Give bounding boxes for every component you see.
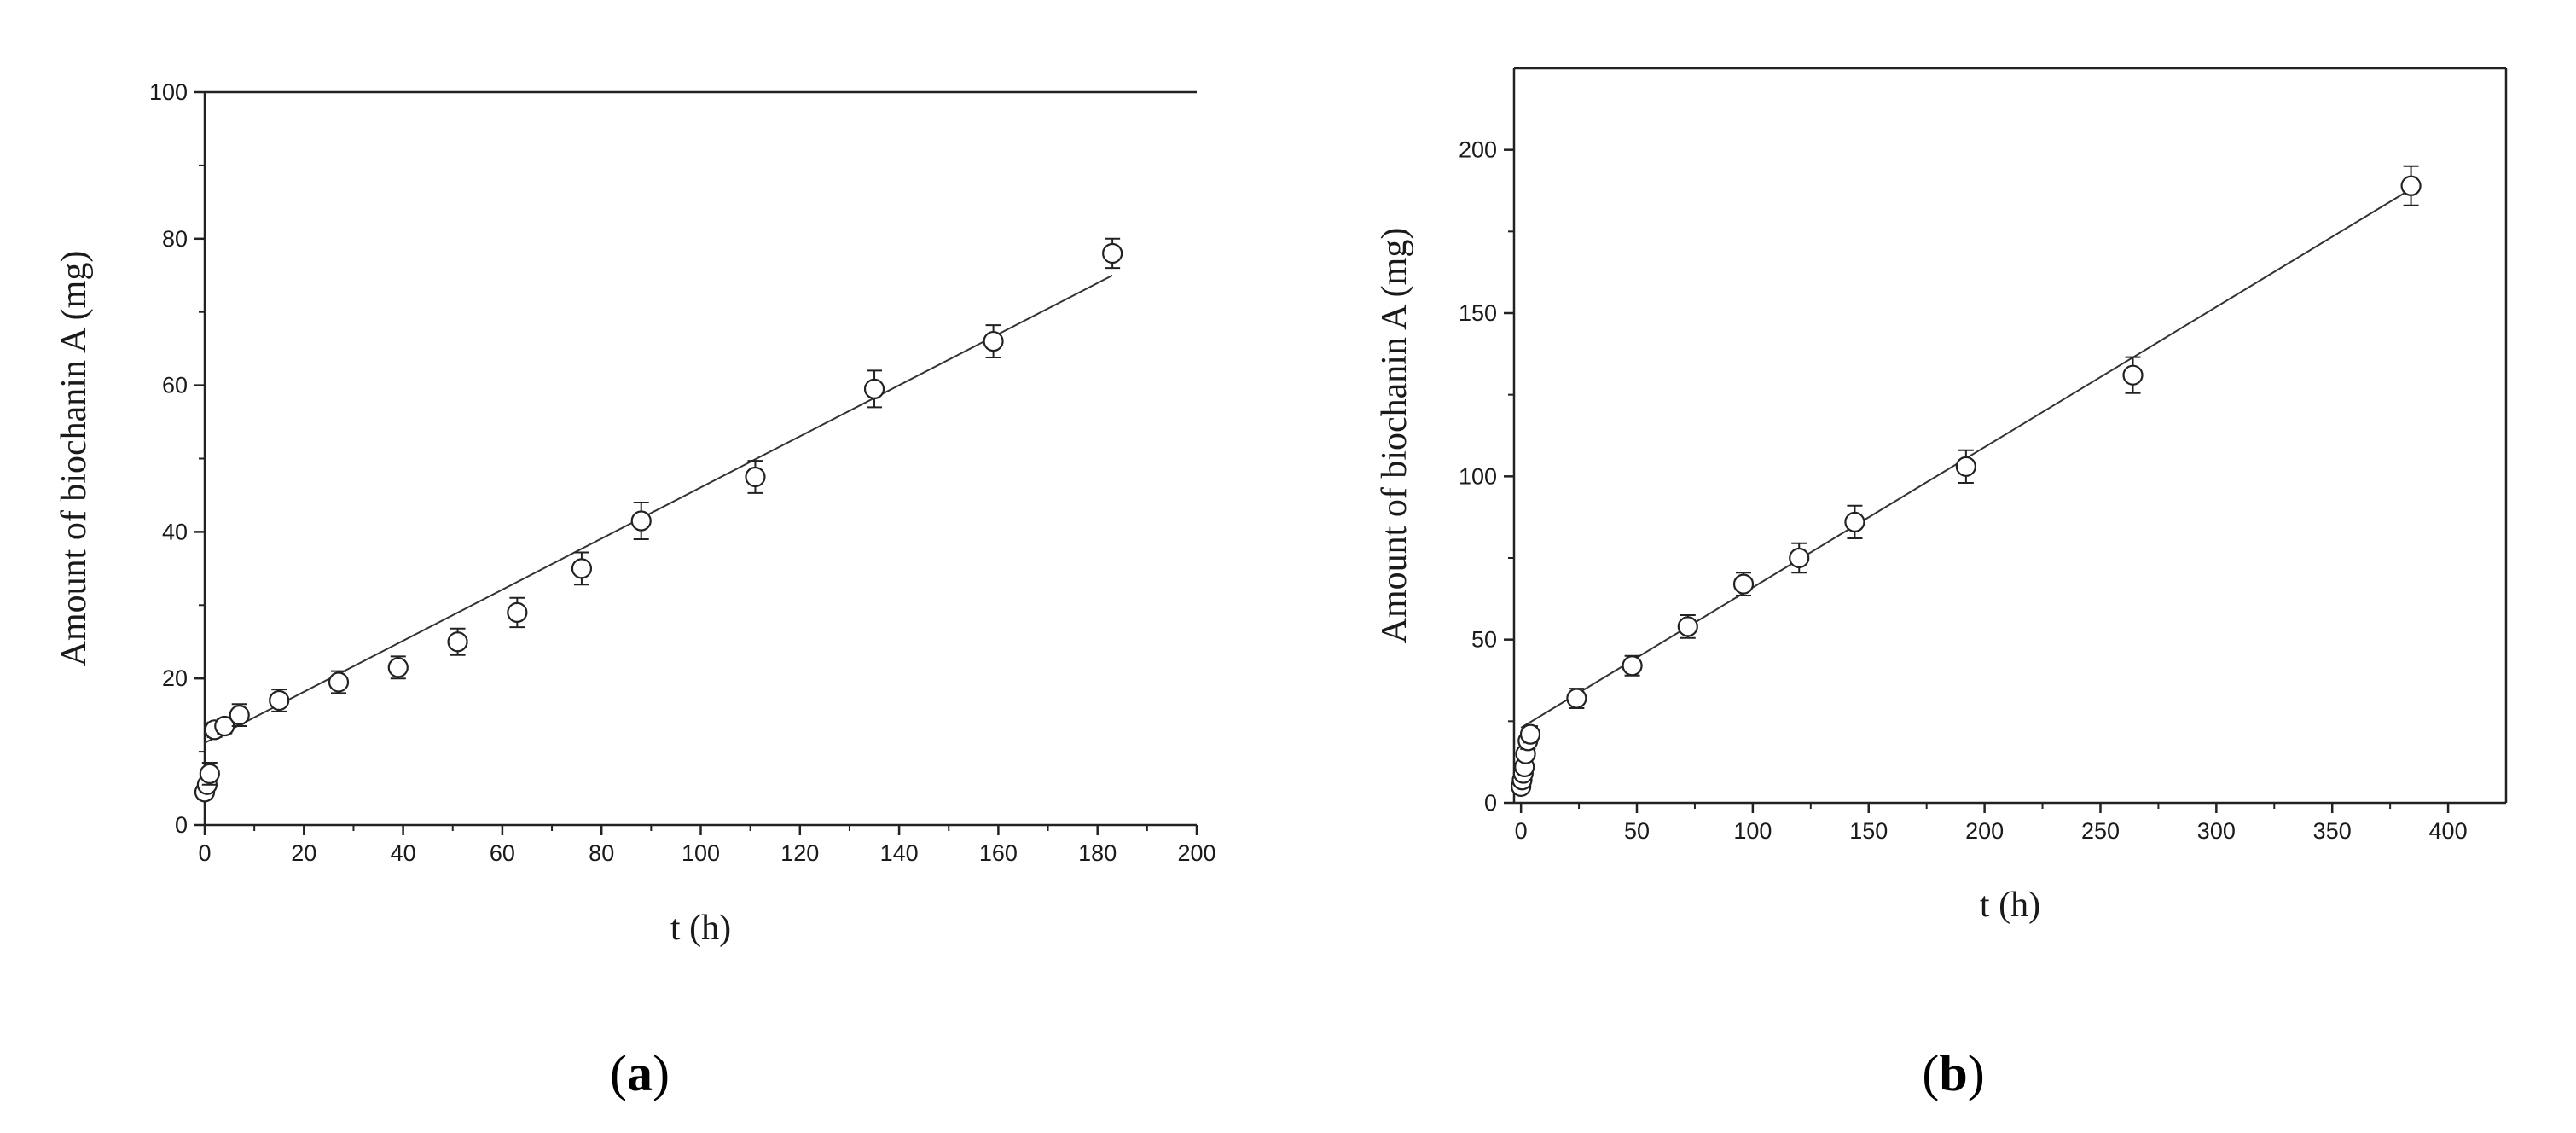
x-tick-label: 80 (589, 840, 614, 866)
y-tick-label: 40 (162, 519, 188, 544)
data-point (387, 657, 409, 678)
data-point (863, 378, 885, 399)
data-point (328, 671, 350, 693)
x-tick-label: 120 (780, 840, 819, 866)
x-tick-label: 150 (1849, 818, 1888, 844)
x-tick-label: 40 (391, 840, 416, 866)
x-tick-label: 350 (2313, 818, 2352, 844)
x-tick-label: 0 (1515, 818, 1528, 844)
data-point (2400, 175, 2422, 196)
y-axis-title: Amount of biochanin A (mg) (1375, 228, 1414, 644)
y-tick-label: 20 (162, 665, 188, 691)
x-tick-label: 0 (198, 840, 211, 866)
panel-label: (a) (610, 1045, 670, 1101)
x-tick-label: 200 (1177, 840, 1215, 866)
x-tick-label: 250 (2081, 818, 2120, 844)
data-point (1102, 242, 1123, 264)
data-point (1622, 655, 1643, 677)
data-point (1519, 723, 1541, 745)
data-point (1677, 616, 1698, 637)
data-point (229, 705, 250, 726)
data-point (630, 510, 652, 532)
y-tick-label: 80 (162, 226, 188, 252)
data-point (1566, 688, 1587, 709)
data-point (571, 558, 593, 579)
x-axis-title: t (h) (1980, 886, 2040, 925)
data-point (269, 689, 290, 712)
y-tick-label: 200 (1459, 137, 1497, 163)
data-point (447, 631, 468, 653)
y-tick-label: 50 (1471, 627, 1497, 653)
y-tick-label: 100 (1459, 463, 1497, 489)
panel-label: (b) (1922, 1045, 1984, 1101)
x-axis-title: t (h) (670, 909, 731, 948)
data-point (2122, 364, 2144, 386)
data-point (507, 601, 528, 623)
x-tick-label: 50 (1624, 818, 1650, 844)
panel-a: 0 20 40 60 80 100 120 140 160 180 200 0 20 40 60 80 100 t… (55, 79, 1216, 1101)
data-point (1955, 456, 1976, 477)
x-tick-label: 180 (1078, 840, 1117, 866)
x-tick-label: 60 (490, 840, 515, 866)
data-point (1732, 573, 1755, 595)
x-tick-label: 200 (1965, 818, 2004, 844)
data-point (745, 466, 766, 488)
x-tick-label: 400 (2429, 818, 2468, 844)
y-tick-label: 0 (175, 812, 188, 838)
data-point (1789, 547, 1810, 569)
x-tick-label: 160 (979, 840, 1018, 866)
x-tick-label: 100 (682, 840, 720, 866)
y-tick-label: 60 (162, 373, 188, 398)
panel-b: 0 50 100 150 200 250 300 350 400 0 50 100 150 200 t (h… (1375, 67, 2508, 1101)
x-tick-label: 20 (291, 840, 316, 866)
y-tick-label: 0 (1484, 790, 1497, 816)
data-point (983, 330, 1004, 352)
data-point (1844, 511, 1865, 533)
x-tick-label: 100 (1733, 818, 1772, 844)
data-point (199, 763, 220, 784)
x-tick-label: 140 (880, 840, 919, 866)
y-tick-label: 100 (149, 79, 188, 105)
y-tick-label: 150 (1459, 300, 1497, 326)
fit-line (204, 274, 1113, 744)
y-axis-title: Amount of biochanin A (mg) (55, 251, 94, 667)
x-tick-label: 300 (2197, 818, 2236, 844)
